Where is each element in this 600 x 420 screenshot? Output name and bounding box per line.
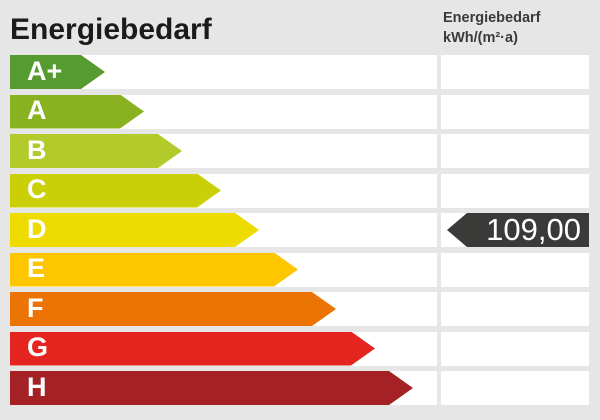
rating-bar-track: D [10, 213, 437, 247]
rating-arrow: G [10, 332, 375, 366]
rating-row: H [10, 371, 589, 405]
rating-class-label: F [27, 292, 44, 323]
rating-arrow: F [10, 292, 336, 326]
rating-class-label: A [27, 95, 47, 125]
rating-row: B [10, 134, 589, 168]
value-cell: 109,00 [441, 213, 589, 247]
rating-arrow: D [10, 213, 259, 247]
value-cell [441, 292, 589, 326]
rating-bar-track: C [10, 173, 437, 208]
rating-arrow: B [10, 134, 182, 168]
rating-row: E [10, 252, 589, 287]
rating-bar-track: A [10, 94, 437, 129]
value-cell [441, 371, 589, 405]
value-cell [441, 94, 589, 129]
rating-bar-track: B [10, 134, 437, 168]
rating-row: C [10, 173, 589, 208]
rating-bar-track: G [10, 331, 437, 366]
rating-arrow: A+ [10, 55, 105, 89]
rating-scale: A+ A B C D [10, 55, 589, 405]
value-cell [441, 252, 589, 287]
rating-class-label: A+ [27, 55, 63, 86]
rating-bar-track: E [10, 252, 437, 287]
page-title: Energiebedarf [10, 13, 212, 46]
rating-class-label: B [27, 134, 47, 165]
rating-class-label: E [27, 253, 46, 283]
value-cell [441, 134, 589, 168]
rating-arrow: C [10, 174, 221, 208]
rating-bar-track: A+ [10, 55, 437, 89]
rating-class-label: D [27, 213, 47, 244]
rating-arrow: E [10, 253, 298, 287]
rating-arrow: A [10, 95, 144, 129]
rating-bar-track: F [10, 292, 437, 326]
value-marker-text: 109,00 [486, 211, 581, 247]
value-marker-tag: 109,00 [447, 213, 589, 247]
unit-header: Energiebedarf kWh/(m²·a) [443, 8, 541, 48]
rating-row: F [10, 292, 589, 326]
rating-row: A [10, 94, 589, 129]
rating-bar-track: H [10, 371, 437, 405]
unit-header-title: Energiebedarf [443, 10, 541, 26]
unit-header-unit: kWh/(m²·a) [443, 30, 518, 46]
rating-class-label: G [27, 332, 49, 362]
value-cell [441, 173, 589, 208]
rating-row: G [10, 331, 589, 366]
value-cell [441, 331, 589, 366]
rating-row: A+ [10, 55, 589, 89]
rating-row: D 109,00 [10, 213, 589, 247]
value-cell [441, 55, 589, 89]
rating-class-label: C [27, 174, 47, 204]
rating-arrow: H [10, 371, 413, 405]
rating-class-label: H [27, 371, 47, 402]
